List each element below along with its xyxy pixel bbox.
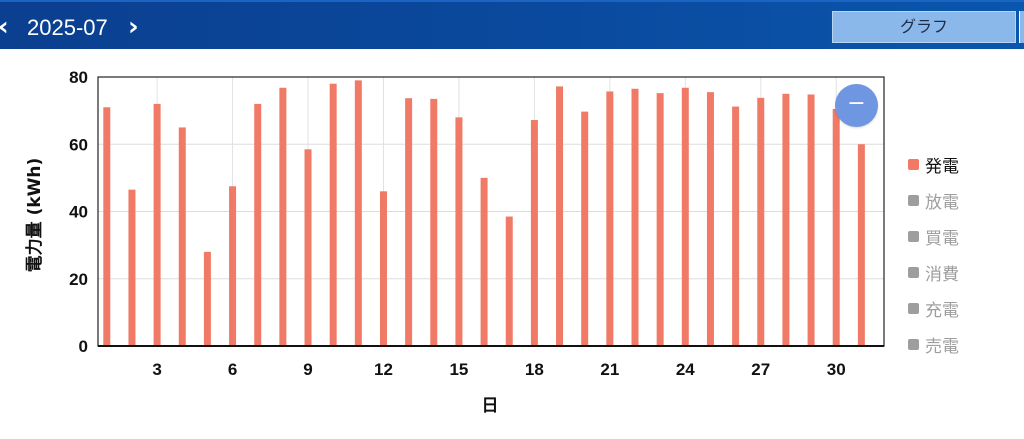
legend-swatch-icon <box>908 230 919 242</box>
bar-day-15 <box>455 117 463 346</box>
bar-day-8 <box>279 87 287 346</box>
bar-day-29 <box>807 94 815 346</box>
axes <box>97 76 885 347</box>
month-label: 2025-07 <box>27 15 108 40</box>
legend-item-generation[interactable]: 発電 <box>908 146 1018 182</box>
bar-day-23 <box>656 93 664 346</box>
y-axis-title: 電力量 (kWh) <box>24 158 45 273</box>
bar-day-31 <box>857 144 865 346</box>
x-tick-label: 12 <box>374 360 393 379</box>
legend-label: 消費 <box>925 264 959 285</box>
bar-day-20 <box>581 111 589 346</box>
bar-day-28 <box>782 93 790 346</box>
bar-day-6 <box>229 186 237 346</box>
x-tick-label: 18 <box>525 360 544 379</box>
bar-day-7 <box>254 103 262 347</box>
x-tick-label: 24 <box>676 360 695 379</box>
legend-label: 放電 <box>925 192 959 213</box>
header-bar: ‹ 2025-07 › グラフ <box>0 0 1024 49</box>
legend-label: 売電 <box>925 336 959 357</box>
bar-day-1 <box>103 107 111 346</box>
bar-day-2 <box>128 189 136 346</box>
energy-bar-chart: 0 20 40 60 80 3 6 9 12 15 18 21 24 27 30 電力量 (kWh) 日 <box>24 68 885 416</box>
bar-day-27 <box>757 97 765 346</box>
x-tick-label: 9 <box>303 360 312 379</box>
legend-item-charge[interactable]: 充電 <box>908 290 1018 326</box>
tab-next[interactable] <box>1019 11 1024 43</box>
grid-lines <box>98 76 884 346</box>
bar-day-17 <box>505 216 513 346</box>
chevron-left-icon[interactable]: ‹ <box>0 10 20 44</box>
legend: 発電 放電 買電 消費 充電 売電 <box>908 146 1018 362</box>
bar-day-14 <box>430 98 438 346</box>
y-tick-label: 0 <box>79 337 88 356</box>
legend-swatch-icon <box>908 302 919 314</box>
legend-item-sale[interactable]: 売電 <box>908 326 1018 362</box>
bar-day-13 <box>405 98 413 346</box>
legend-label: 発電 <box>925 156 959 177</box>
bar-day-3 <box>153 103 161 347</box>
zoom-out-button[interactable]: − <box>835 84 878 127</box>
bar-day-12 <box>379 191 387 346</box>
legend-swatch-icon <box>908 158 919 170</box>
y-tick-label: 80 <box>69 68 88 87</box>
legend-label: 買電 <box>925 228 959 249</box>
bar-day-18 <box>530 120 538 346</box>
bar-day-26 <box>732 106 740 346</box>
legend-item-purchase[interactable]: 買電 <box>908 218 1018 254</box>
x-tick-label: 15 <box>449 360 468 379</box>
bar-day-21 <box>606 91 614 346</box>
legend-item-discharge[interactable]: 放電 <box>908 182 1018 218</box>
bar-day-11 <box>354 80 362 347</box>
x-tick-label: 27 <box>751 360 770 379</box>
legend-swatch-icon <box>908 266 919 278</box>
chevron-right-icon[interactable]: › <box>128 12 139 42</box>
bar-day-4 <box>178 127 186 346</box>
x-tick-labels: 3 6 9 12 15 18 21 24 27 30 <box>152 360 845 379</box>
x-tick-label: 21 <box>600 360 619 379</box>
legend-label: 充電 <box>925 300 959 321</box>
legend-swatch-icon <box>908 194 919 206</box>
legend-swatch-icon <box>908 338 919 350</box>
tab-graph[interactable]: グラフ <box>832 11 1016 43</box>
x-tick-label: 30 <box>827 360 846 379</box>
bar-day-16 <box>480 177 488 346</box>
bar-day-10 <box>329 83 337 346</box>
y-tick-labels: 0 20 40 60 80 <box>69 68 88 356</box>
y-tick-label: 20 <box>69 270 88 289</box>
x-tick-label: 6 <box>228 360 237 379</box>
bar-day-22 <box>631 88 639 347</box>
x-axis-title: 日 <box>482 396 499 416</box>
bar-day-25 <box>706 92 714 346</box>
bar-day-24 <box>681 87 689 346</box>
x-tick-label: 3 <box>152 360 161 379</box>
legend-item-consumption[interactable]: 消費 <box>908 254 1018 290</box>
y-tick-label: 60 <box>69 135 88 154</box>
bar-day-5 <box>203 251 211 346</box>
bar-day-19 <box>556 86 564 346</box>
bars <box>103 80 865 347</box>
y-tick-label: 40 <box>69 203 88 222</box>
bar-day-9 <box>304 149 312 346</box>
bar-day-30 <box>832 108 840 346</box>
